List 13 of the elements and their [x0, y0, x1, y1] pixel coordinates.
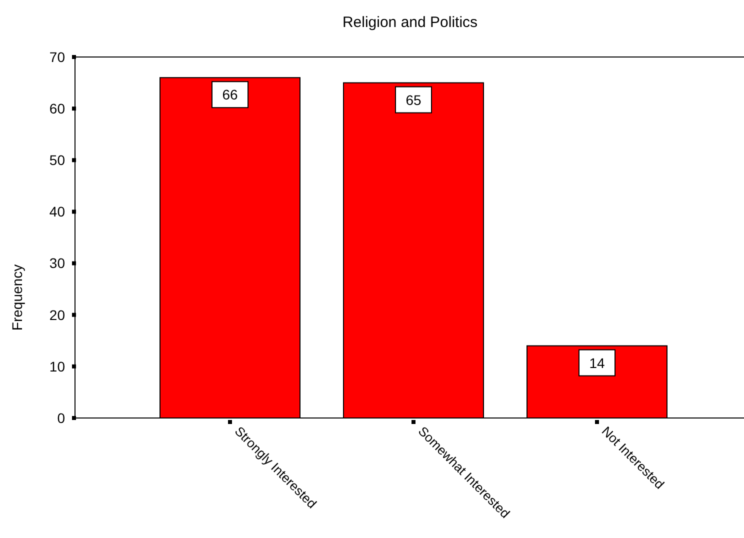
y-tick-label: 40	[49, 204, 66, 220]
y-tick-label: 0	[57, 410, 66, 426]
y-tick-label: 10	[49, 358, 66, 374]
y-axis-title: Frequency	[9, 264, 25, 331]
chart-title: Religion and Politics	[342, 14, 478, 31]
y-tick-label: 50	[49, 152, 66, 168]
data-label: 66	[222, 86, 238, 103]
data-label: 14	[589, 354, 605, 371]
y-tick-label: 60	[49, 100, 66, 116]
y-tick-label: 20	[49, 306, 66, 323]
y-tick-label: 70	[49, 48, 66, 65]
y-tick-label: 30	[49, 255, 66, 272]
data-label: 65	[406, 92, 422, 108]
